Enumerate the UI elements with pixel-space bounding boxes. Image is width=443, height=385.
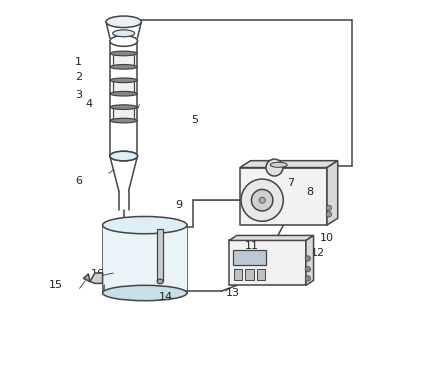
Polygon shape [306, 236, 314, 285]
Ellipse shape [106, 16, 141, 28]
Bar [234, 269, 242, 280]
Text: 12: 12 [311, 248, 324, 258]
Text: 1: 1 [75, 57, 82, 67]
Ellipse shape [110, 151, 137, 161]
Text: 11: 11 [245, 241, 259, 251]
Ellipse shape [103, 285, 187, 301]
Bar [240, 167, 327, 225]
Ellipse shape [103, 216, 187, 234]
Ellipse shape [110, 65, 137, 69]
Ellipse shape [110, 78, 137, 83]
Bar [229, 241, 306, 285]
Polygon shape [327, 161, 338, 225]
Text: 15: 15 [49, 280, 63, 290]
Text: 4: 4 [85, 99, 93, 109]
Ellipse shape [270, 162, 287, 167]
Bar [257, 269, 265, 280]
Circle shape [326, 205, 332, 211]
Ellipse shape [110, 51, 137, 56]
Polygon shape [83, 274, 90, 281]
Bar [233, 250, 266, 265]
Ellipse shape [110, 118, 137, 123]
Ellipse shape [110, 105, 137, 109]
Circle shape [305, 276, 311, 281]
Ellipse shape [110, 35, 137, 46]
Polygon shape [90, 273, 103, 283]
Text: 5: 5 [191, 115, 198, 125]
Circle shape [241, 179, 283, 221]
Circle shape [305, 266, 311, 272]
Bar [113, 107, 134, 121]
Circle shape [305, 256, 311, 261]
Polygon shape [229, 236, 314, 241]
Text: 2: 2 [75, 72, 82, 82]
Bar [245, 269, 254, 280]
Bar [103, 225, 187, 293]
Ellipse shape [110, 91, 137, 96]
Text: 7: 7 [287, 178, 294, 188]
Circle shape [259, 197, 265, 203]
Polygon shape [240, 161, 338, 167]
Text: 6: 6 [75, 176, 82, 186]
Text: 8: 8 [306, 187, 313, 197]
Text: 14: 14 [159, 292, 173, 302]
Circle shape [326, 212, 332, 217]
Bar [113, 54, 134, 67]
Text: 16: 16 [91, 269, 105, 279]
Text: 3: 3 [75, 90, 82, 100]
Bar [157, 229, 163, 281]
Ellipse shape [113, 30, 135, 37]
Circle shape [266, 159, 283, 176]
Text: 13: 13 [226, 288, 240, 298]
Bar [113, 80, 134, 94]
Ellipse shape [110, 151, 137, 161]
Text: 9: 9 [176, 200, 183, 210]
Ellipse shape [157, 279, 163, 284]
Text: 10: 10 [320, 233, 334, 243]
Circle shape [252, 189, 273, 211]
